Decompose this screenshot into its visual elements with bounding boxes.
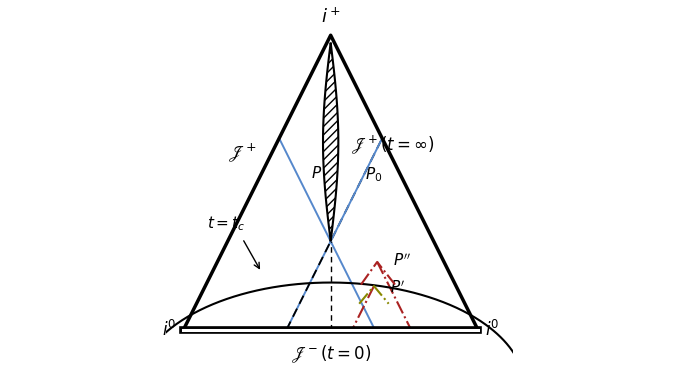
Text: $\mathscr{J}^-(t=0)$: $\mathscr{J}^-(t=0)$: [291, 344, 371, 365]
Text: $\mathscr{J}^+$: $\mathscr{J}^+$: [227, 142, 257, 164]
Text: $P''$: $P''$: [393, 252, 411, 269]
Text: $i^+$: $i^+$: [320, 7, 341, 26]
Polygon shape: [323, 43, 338, 241]
Text: $P'$: $P'$: [390, 279, 405, 296]
Text: $t=t_c$: $t=t_c$: [207, 214, 245, 233]
Text: $\mathscr{J}^+(t=\infty)$: $\mathscr{J}^+(t=\infty)$: [351, 133, 435, 155]
Text: $P_0$: $P_0$: [365, 165, 383, 184]
Text: $P$: $P$: [311, 165, 323, 181]
Text: $i^0$: $i^0$: [485, 319, 500, 340]
Text: $i^0$: $i^0$: [162, 319, 176, 340]
